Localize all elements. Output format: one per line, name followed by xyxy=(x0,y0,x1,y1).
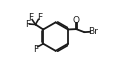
Text: F: F xyxy=(28,13,33,22)
Text: F: F xyxy=(33,45,38,54)
Text: O: O xyxy=(73,16,80,25)
Text: Br: Br xyxy=(88,27,98,36)
Text: F: F xyxy=(25,20,30,29)
Text: F: F xyxy=(37,13,42,22)
